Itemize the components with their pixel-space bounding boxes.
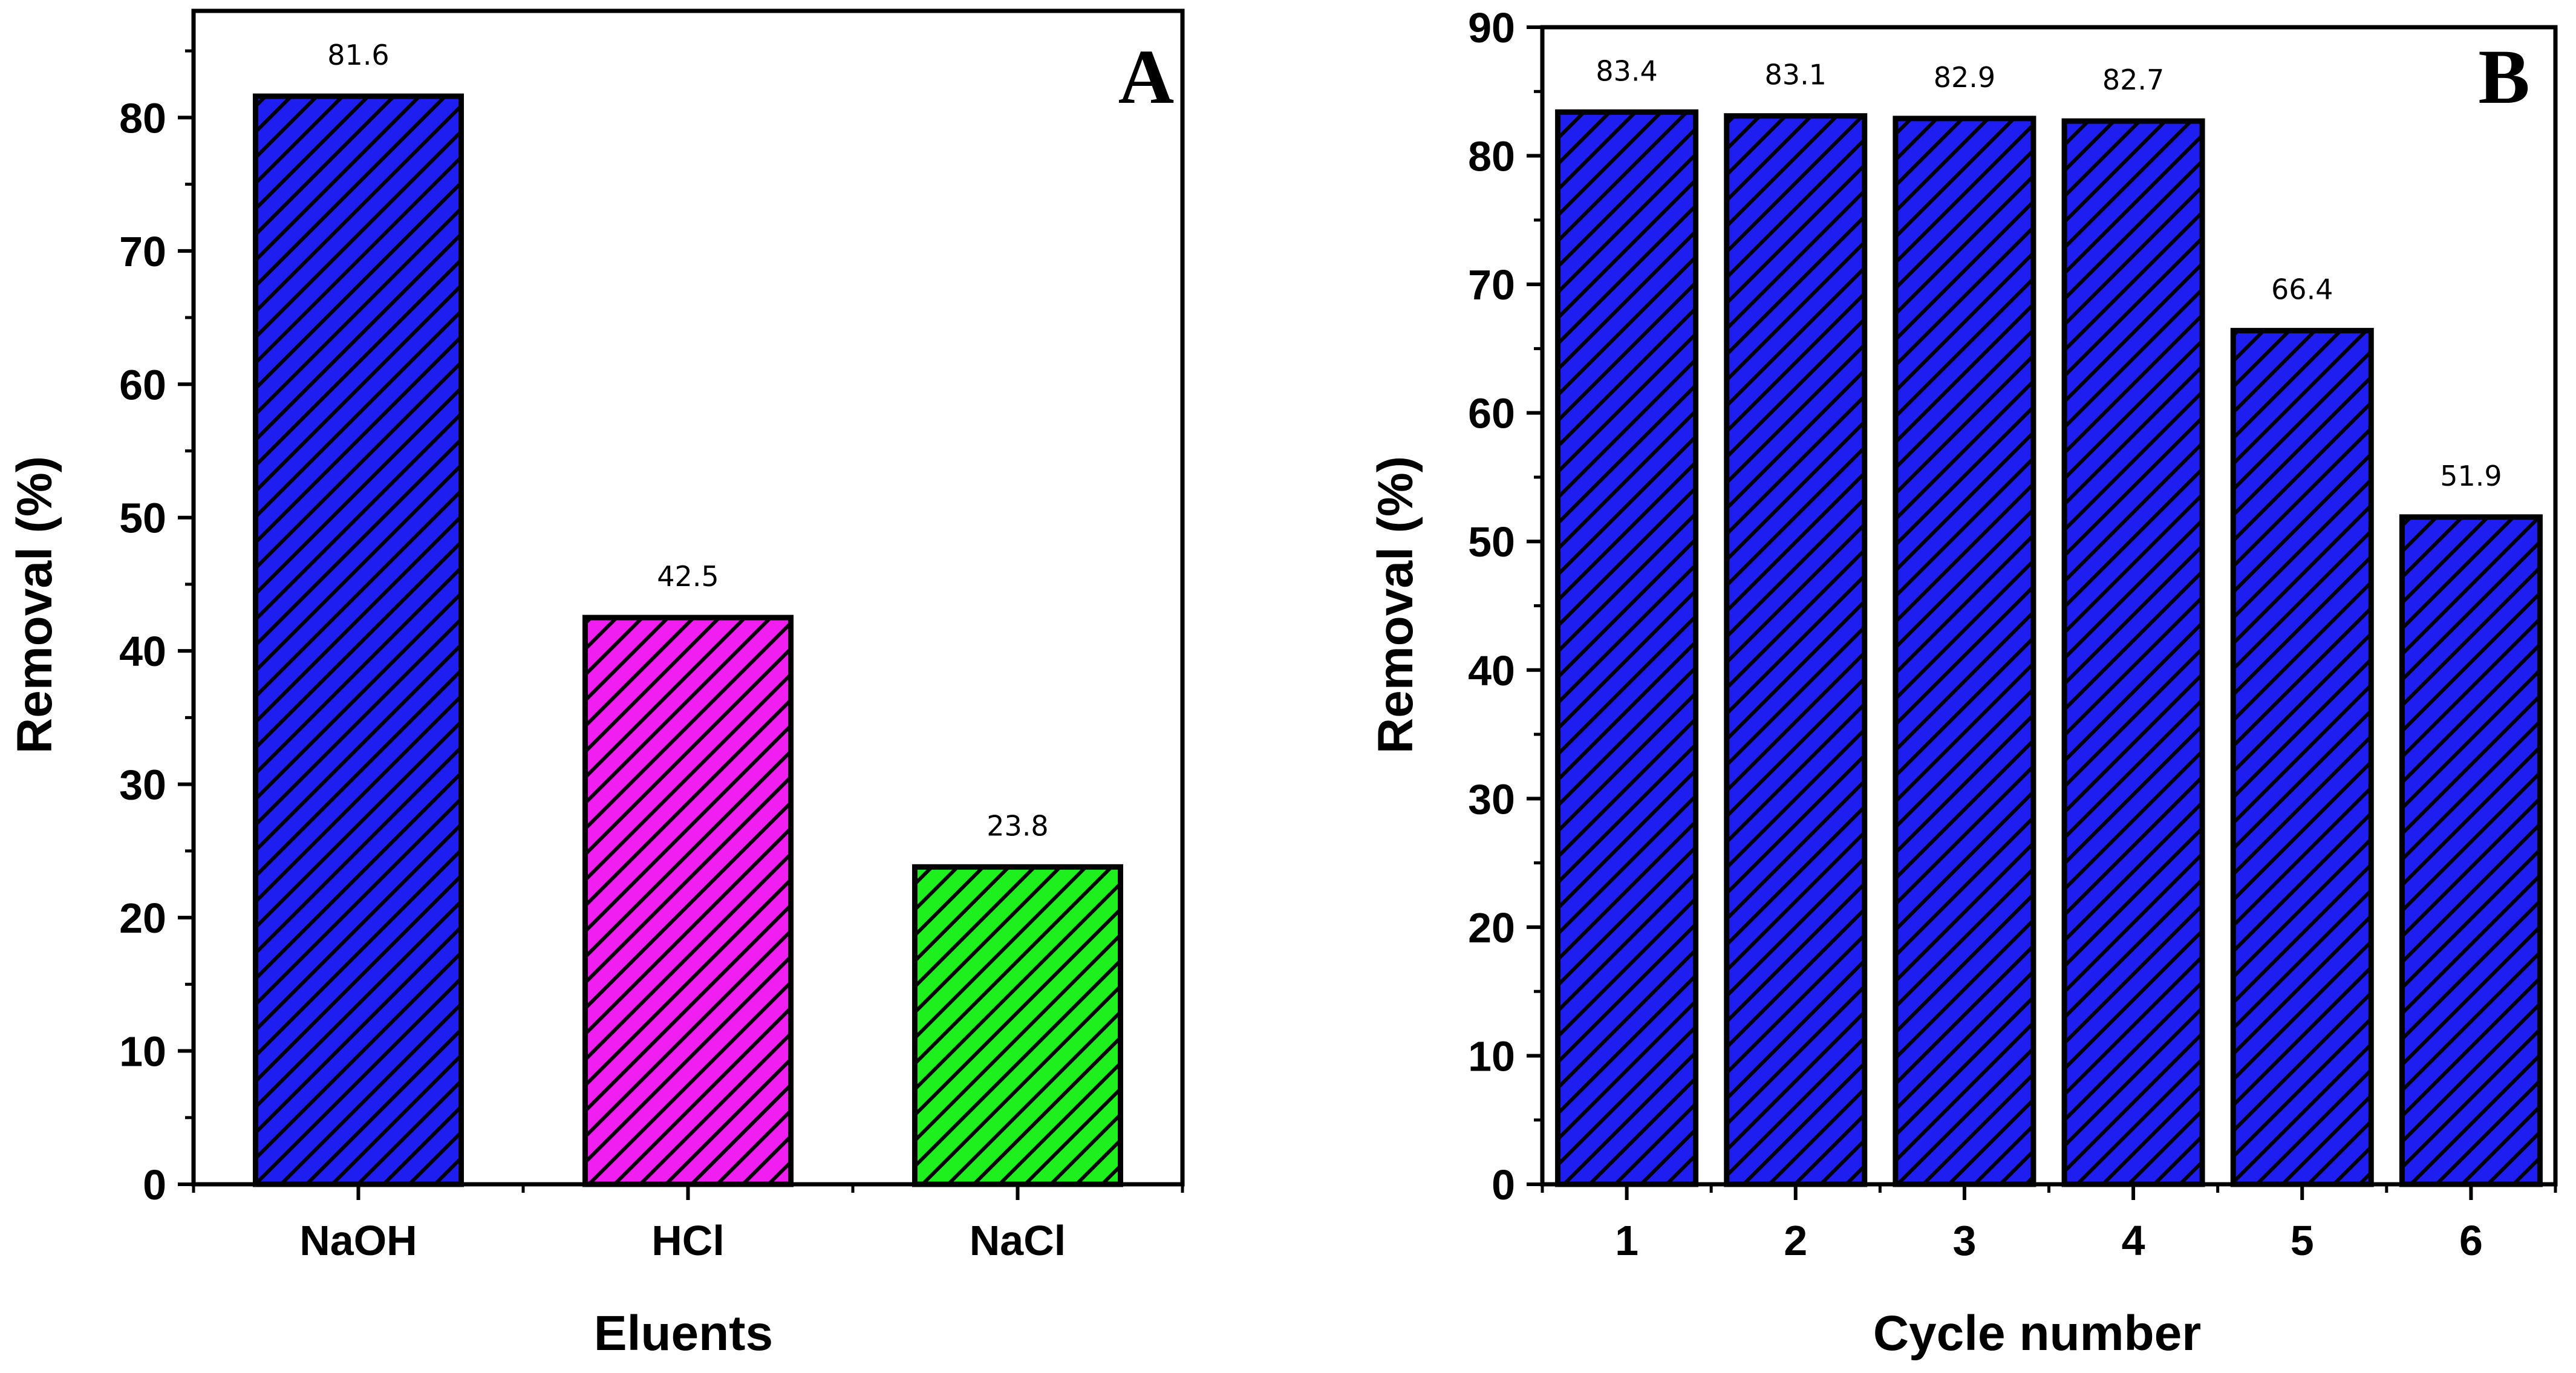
panel-b-letter: B	[2478, 34, 2529, 120]
panel-a-x-tick-label-nacl: NaCl	[970, 1217, 1066, 1264]
panel-a-y-tick-label-40: 40	[119, 628, 166, 675]
panel-a-letter: A	[1118, 34, 1174, 120]
panel-b-bar-1	[1555, 109, 1699, 1187]
panel-a-y-tick-label-80: 80	[119, 94, 166, 142]
panel-a-bar-nacl	[912, 864, 1123, 1187]
panel-a-chart: Removal (%) Eluents A 81.6 NaOH 42.5 HCl 23.…	[7, 8, 1185, 1361]
panel-b-y-tick-label-0: 0	[1492, 1161, 1515, 1208]
panel-b-data-label-2: 83.1	[1765, 59, 1827, 91]
panel-b-data-label-1: 83.4	[1596, 54, 1657, 87]
panel-b-x-tick-label-6: 6	[2459, 1217, 2483, 1264]
panel-a-y-tick-label-0: 0	[143, 1161, 166, 1208]
panel-a-x-axis-title: Eluents	[594, 1306, 773, 1361]
panel-b-bar-5	[2230, 328, 2374, 1187]
panel-b-x-tick-label-4: 4	[2122, 1217, 2145, 1264]
panel-a-y-tick-label-20: 20	[119, 895, 166, 942]
panel-a-y-tick-label-10: 10	[119, 1028, 166, 1075]
panel-b-bar-6	[2399, 514, 2543, 1187]
panel-b-bar-3	[1893, 116, 2036, 1187]
panel-b-x-tick-label-3: 3	[1952, 1217, 1976, 1264]
panel-a-y-tick-label-60: 60	[119, 361, 166, 408]
panel-a-y-tick-label-70: 70	[119, 228, 166, 275]
panel-b-data-label-6: 51.9	[2440, 460, 2502, 492]
panel-b-y-tick-label-90: 90	[1468, 4, 1515, 51]
panel-a-y-tick-label-30: 30	[119, 762, 166, 809]
panel-a-data-label-hcl: 42.5	[657, 560, 719, 593]
panel-b-bar-4	[2061, 118, 2205, 1187]
panel-b-x-tick-label-2: 2	[1784, 1217, 1807, 1264]
panel-a-x-tick-label-naoh: NaOH	[299, 1217, 417, 1264]
panel-b-plot-frame	[1540, 25, 2558, 1187]
panel-b-y-tick-label-40: 40	[1468, 647, 1515, 694]
panel-a-y-tick-label-50: 50	[119, 495, 166, 542]
panel-b-y-tick-label-50: 50	[1468, 518, 1515, 566]
panel-a-bar-naoh	[253, 93, 464, 1187]
panel-b-y-tick-label-10: 10	[1468, 1032, 1515, 1080]
panel-b-data-label-4: 82.7	[2102, 64, 2164, 96]
panel-b-data-label-3: 82.9	[1934, 61, 1995, 94]
panel-b-y-tick-label-80: 80	[1468, 133, 1515, 180]
panel-b-y-axis-title: Removal (%)	[1368, 456, 1423, 754]
panel-a-bar-hcl	[582, 615, 794, 1187]
panel-a-y-axis-title: Removal (%)	[7, 456, 62, 754]
panel-b-y-tick-label-30: 30	[1468, 775, 1515, 823]
panel-b-y-tick-label-20: 20	[1468, 904, 1515, 951]
panel-a-plot-frame	[191, 8, 1185, 1187]
panel-a-data-label-naoh: 81.6	[327, 39, 389, 71]
panel-b-chart: Removal (%) Cycle number B 83.4 1 83.1 2 82.…	[1368, 4, 2558, 1361]
panel-a-x-tick-label-hcl: HCl	[651, 1217, 725, 1264]
panel-b-data-label-5: 66.4	[2271, 273, 2333, 306]
panel-b-x-axis-title: Cycle number	[1873, 1306, 2201, 1361]
panel-b-x-tick-label-1: 1	[1615, 1217, 1639, 1264]
panel-b-x-tick-label-5: 5	[2291, 1217, 2314, 1264]
panel-b-y-tick-label-60: 60	[1468, 390, 1515, 437]
panel-b-bar-2	[1724, 113, 1868, 1187]
panel-a-data-label-nacl: 23.8	[986, 809, 1048, 842]
panel-b-y-tick-label-70: 70	[1468, 261, 1515, 308]
